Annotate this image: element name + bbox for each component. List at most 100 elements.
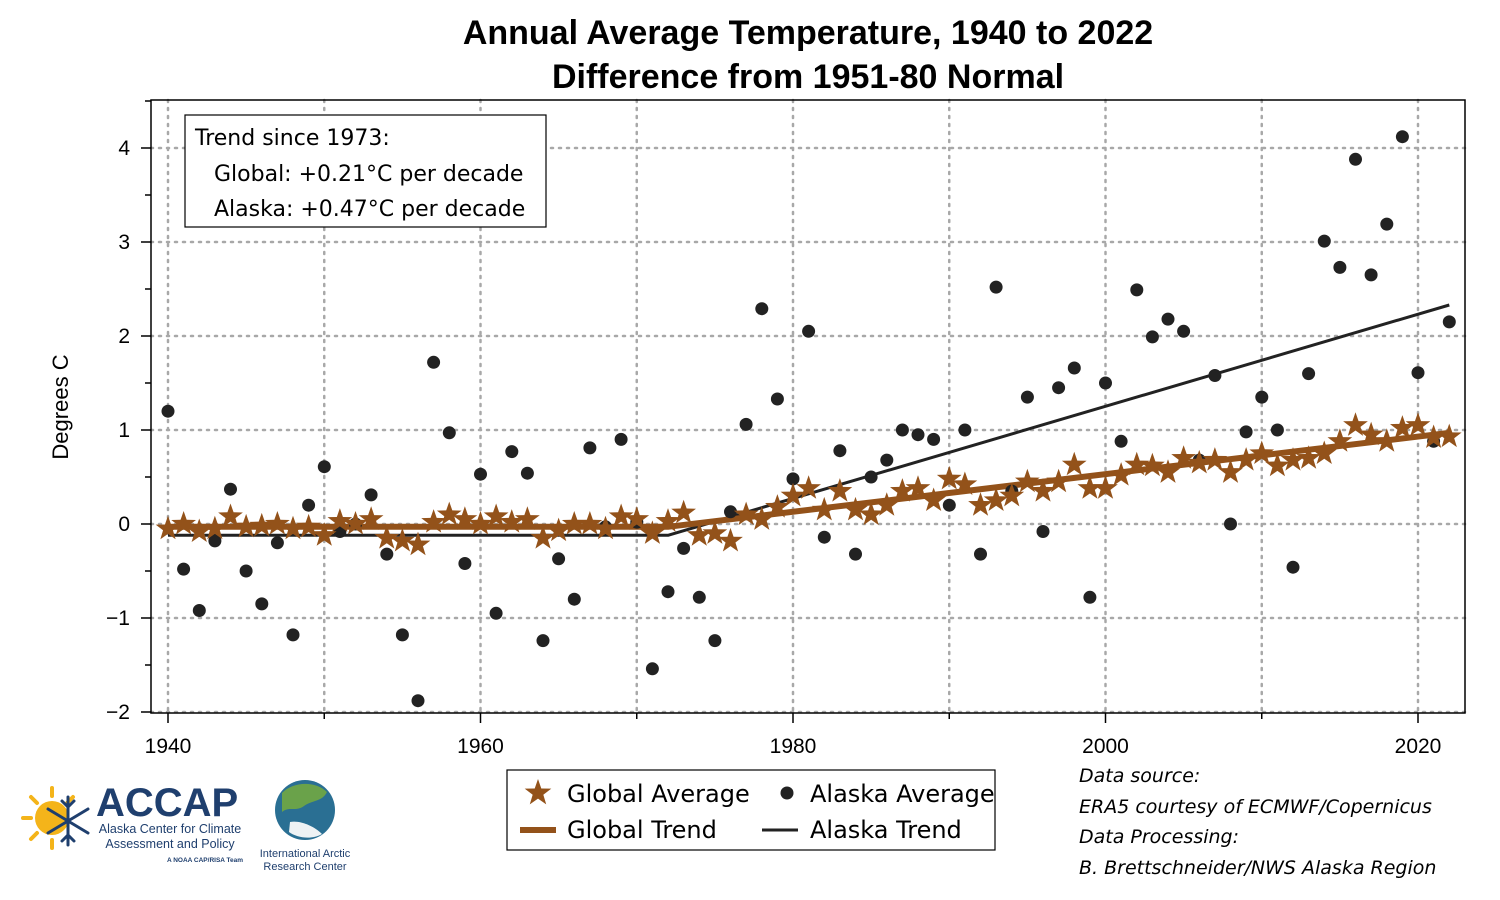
- global-point: [405, 531, 431, 556]
- global-point: [265, 511, 290, 535]
- alaska-point: [192, 604, 206, 617]
- plot-frame: [150, 99, 1466, 714]
- global-point: [1358, 421, 1384, 446]
- global-point: [999, 482, 1025, 507]
- global-point: [280, 515, 306, 540]
- alaska-point: [755, 302, 769, 316]
- global-point: [733, 501, 759, 526]
- annotation-frame: [184, 114, 547, 228]
- x-tick-label: 2000: [1082, 735, 1129, 758]
- iarc-logo-line-2: Research Center: [263, 861, 346, 873]
- global-point: [671, 499, 696, 524]
- global-point: [1218, 459, 1243, 483]
- global-point: [374, 525, 400, 549]
- alaska-point: [395, 628, 409, 642]
- alaska-point: [927, 432, 941, 446]
- alaska-point: [224, 482, 237, 496]
- global-point: [1421, 424, 1446, 449]
- global-point: [608, 503, 634, 527]
- alaska-point: [1099, 376, 1112, 390]
- global-point: [702, 520, 728, 544]
- global-point: [1155, 459, 1181, 483]
- alaska-point: [1020, 390, 1034, 404]
- legend-alaska-average: Alaska Average: [810, 780, 995, 808]
- global-point: [874, 492, 900, 516]
- y-tick-label: 2: [118, 325, 130, 348]
- alaska-point: [1161, 312, 1175, 326]
- alaska-point: [911, 428, 925, 442]
- tick-labels: 1940 1960 1980 2000 2020 −2 −1 0 1 2 3 4: [106, 137, 1441, 758]
- alaska-point: [1286, 560, 1300, 574]
- global-point: [1265, 452, 1290, 477]
- alaska-point: [458, 557, 472, 570]
- alaska-point: [536, 634, 550, 648]
- global-point: [186, 518, 212, 543]
- global-point: [655, 508, 681, 532]
- alaska-point: [1349, 152, 1362, 166]
- global-point: [1327, 428, 1353, 452]
- global-point: [1202, 447, 1228, 471]
- global-point: [936, 465, 962, 490]
- global-point: [905, 475, 931, 499]
- alaska-point: [255, 597, 269, 611]
- global-point: [515, 506, 540, 530]
- global-point: [468, 511, 493, 535]
- alaska-point: [833, 444, 847, 458]
- accap-logo-line-1: Alaska Center for Climate: [99, 822, 241, 836]
- alaska-point: [1177, 324, 1191, 338]
- source-line-2: ERA5 courtesy of ECMWF/Copernicus: [1079, 796, 1432, 818]
- data-source-block: Data source: ERA5 courtesy of ECMWF/Cope…: [1079, 765, 1436, 879]
- alaska-point: [1208, 369, 1222, 382]
- global-point: [1140, 452, 1165, 477]
- global-point: [765, 494, 790, 518]
- global-point: [546, 517, 571, 542]
- global-point: [843, 496, 868, 521]
- globe-icon: [275, 780, 335, 840]
- alaska-point: [161, 404, 175, 418]
- global-point: [561, 511, 587, 535]
- annotation-alaska: Alaska: +0.47°C per decade: [214, 197, 525, 222]
- global-point: [483, 503, 509, 527]
- alaska-point: [364, 488, 378, 502]
- alaska-trend-line: [168, 303, 1450, 537]
- alaska-point: [614, 432, 628, 446]
- global-point: [983, 487, 1009, 512]
- global-point: [624, 506, 650, 530]
- y-axis-label: Degrees C: [48, 354, 73, 459]
- global-point: [1405, 412, 1431, 436]
- alaska-point: [864, 470, 878, 484]
- global-point: [1030, 478, 1056, 502]
- global-point: [249, 512, 275, 537]
- alaska-point: [317, 460, 331, 474]
- global-point: [1343, 412, 1368, 436]
- chart-title-line-2: Difference from 1951-80 Normal: [552, 58, 1064, 96]
- alaska-point: [1364, 268, 1378, 282]
- source-line-3: Data Processing:: [1079, 826, 1239, 848]
- alaska-point: [974, 547, 987, 561]
- global-point: [1390, 415, 1415, 439]
- alaska-point: [645, 662, 659, 676]
- y-tick-label: −1: [106, 607, 130, 630]
- source-line-4: B. Brettschneider/NWS Alaska Region: [1079, 857, 1436, 879]
- global-point: [155, 515, 181, 540]
- alaska-point: [520, 466, 534, 480]
- global-point: [1436, 423, 1462, 448]
- alaska-point: [177, 562, 191, 576]
- alaska-point: [849, 547, 862, 561]
- alaska-point: [1255, 390, 1269, 404]
- global-point: [202, 515, 228, 540]
- legend-global-average-marker: [524, 779, 552, 805]
- alaska-point: [1380, 217, 1394, 231]
- annotation-global: Global: +0.21°C per decade: [214, 162, 523, 187]
- accap-logo-name: ACCAP: [96, 781, 238, 825]
- alaska-point: [770, 392, 784, 406]
- legend-star-shape: [524, 779, 552, 805]
- global-point: [1171, 445, 1196, 469]
- alaska-point: [1442, 315, 1456, 329]
- alaska-point: [817, 530, 831, 544]
- global-point: [921, 487, 946, 512]
- trend-annotation-box: Trend since 1973: Global: +0.21°C per de…: [184, 114, 547, 228]
- iarc-logo: International Arctic Research Center: [260, 780, 351, 873]
- global-point: [296, 513, 321, 538]
